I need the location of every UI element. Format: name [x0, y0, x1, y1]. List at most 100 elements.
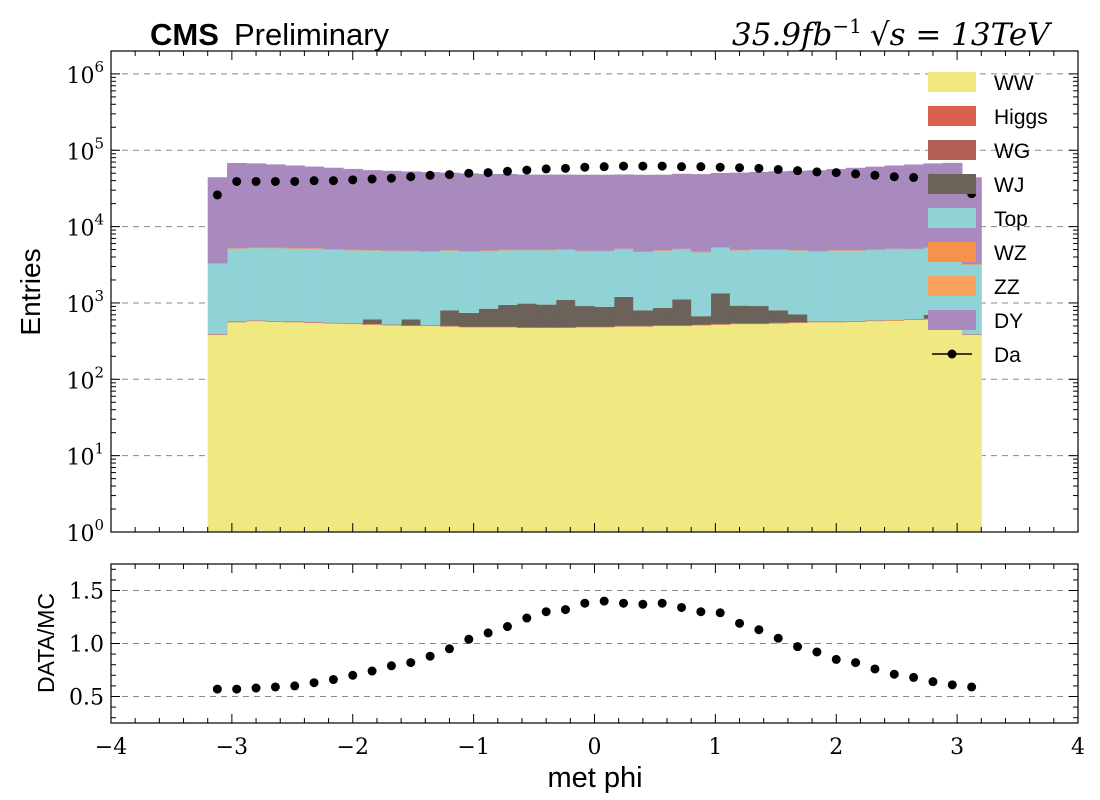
bar-ww — [381, 325, 402, 532]
bar-ww — [865, 320, 886, 532]
legend-label: Higgs — [994, 106, 1048, 129]
bar-zz — [304, 248, 325, 249]
bar-zz — [420, 251, 441, 252]
ratio-point — [483, 628, 493, 638]
bar-higgs — [420, 325, 441, 326]
bar-zz — [497, 249, 518, 251]
bar-wj — [749, 306, 770, 324]
bar-dy — [381, 170, 402, 251]
bar-higgs — [517, 327, 537, 328]
bar-wg — [265, 320, 286, 322]
bar-top — [787, 250, 808, 315]
ratio-point — [232, 684, 242, 694]
bar-wj — [729, 305, 750, 324]
bar-dy — [285, 165, 305, 249]
bar-higgs — [652, 325, 673, 326]
bar-wj — [768, 310, 789, 323]
bar-zz — [285, 248, 305, 249]
bar-higgs — [575, 326, 595, 328]
bar-top — [710, 247, 731, 294]
x-tick-labels: −4 −3 −2 −1 0 1 2 3 4 — [95, 735, 1085, 760]
y-tick-label-base: 10 — [66, 369, 94, 394]
bar-zz — [575, 250, 595, 252]
bar-top — [401, 250, 421, 320]
bar-dy — [613, 174, 634, 249]
bar-zz — [807, 250, 828, 252]
bar-dy — [768, 171, 789, 250]
bar-dy — [265, 164, 286, 248]
bar-ww — [420, 325, 441, 532]
bar-higgs — [613, 326, 634, 327]
data-point — [444, 170, 454, 180]
data-point — [793, 166, 803, 176]
bar-higgs — [459, 326, 479, 328]
y-tick-label: 106 — [66, 58, 104, 89]
ratio-point — [638, 599, 648, 609]
y-tick-label-exponent: 4 — [94, 211, 104, 229]
ratio-plot-panel: 0.5 1.0 1.5 −4 −3 −2 −1 0 1 2 3 4 DATA/MC met phi — [33, 563, 1085, 794]
ratio-point — [425, 651, 435, 661]
bar-wj — [497, 304, 518, 327]
bar-wj — [555, 299, 576, 328]
y-tick-label: 105 — [66, 134, 104, 165]
energy-label: √s = 13TeV — [870, 17, 1053, 53]
bar-zz — [401, 250, 421, 252]
legend-swatch-ww — [928, 72, 976, 92]
legend-label: WG — [994, 140, 1030, 163]
ratio-point — [754, 625, 764, 635]
bar-dy — [787, 170, 808, 251]
bar-top — [246, 247, 267, 321]
ratio-point — [348, 670, 358, 680]
bar-dy — [884, 165, 905, 249]
ratio-point — [889, 669, 899, 679]
y-tick-label-base: 10 — [66, 446, 94, 471]
ratio-point — [909, 672, 919, 682]
bar-wj — [536, 304, 557, 328]
ratio-point — [677, 602, 687, 612]
bar-wj — [633, 310, 654, 326]
bar-zz — [961, 264, 982, 265]
bar-ww — [768, 323, 789, 532]
bar-wj — [478, 308, 499, 327]
bar-dy — [594, 174, 615, 251]
bar-higgs — [536, 327, 557, 328]
data-point — [677, 162, 687, 172]
bar-wg — [285, 321, 305, 323]
ratio-y-tick-label: 0.5 — [69, 686, 104, 711]
bar-wg — [362, 323, 383, 325]
bar-wg — [865, 320, 886, 321]
bar-wg — [343, 323, 363, 324]
cms-label: CMS — [150, 17, 219, 52]
data-point — [735, 163, 745, 173]
bar-top — [207, 263, 228, 335]
bar-zz — [845, 250, 866, 251]
bar-wj — [401, 319, 421, 326]
bar-zz — [729, 249, 750, 251]
bar-dy — [536, 174, 557, 250]
bar-wg — [401, 325, 421, 326]
bar-wg — [304, 322, 325, 323]
bar-higgs — [401, 325, 421, 326]
y-tick-label: 100 — [66, 516, 104, 547]
data-point — [638, 161, 648, 171]
x-tick-label: −2 — [337, 735, 369, 760]
ratio-y-tick-label: 1.5 — [69, 580, 104, 605]
bar-dy — [207, 177, 228, 264]
bar-ww — [207, 334, 228, 532]
bar-wj — [439, 310, 460, 326]
bar-higgs — [710, 324, 731, 325]
bar-top — [652, 250, 673, 308]
lumi-label: 35.9fb−1 √s = 13TeV — [732, 14, 1053, 53]
bar-ww — [285, 322, 305, 532]
bar-wg — [575, 326, 595, 328]
bar-dy — [497, 173, 518, 250]
data-point — [464, 168, 474, 178]
legend-label: WJ — [994, 174, 1024, 197]
legend-label: WW — [994, 72, 1034, 95]
ratio-y-tick-labels: 0.5 1.0 1.5 — [69, 580, 104, 711]
bar-wg — [381, 324, 402, 326]
bar-zz — [246, 247, 267, 249]
bar-higgs — [961, 334, 982, 336]
bar-ww — [845, 321, 866, 532]
bar-zz — [517, 249, 537, 251]
